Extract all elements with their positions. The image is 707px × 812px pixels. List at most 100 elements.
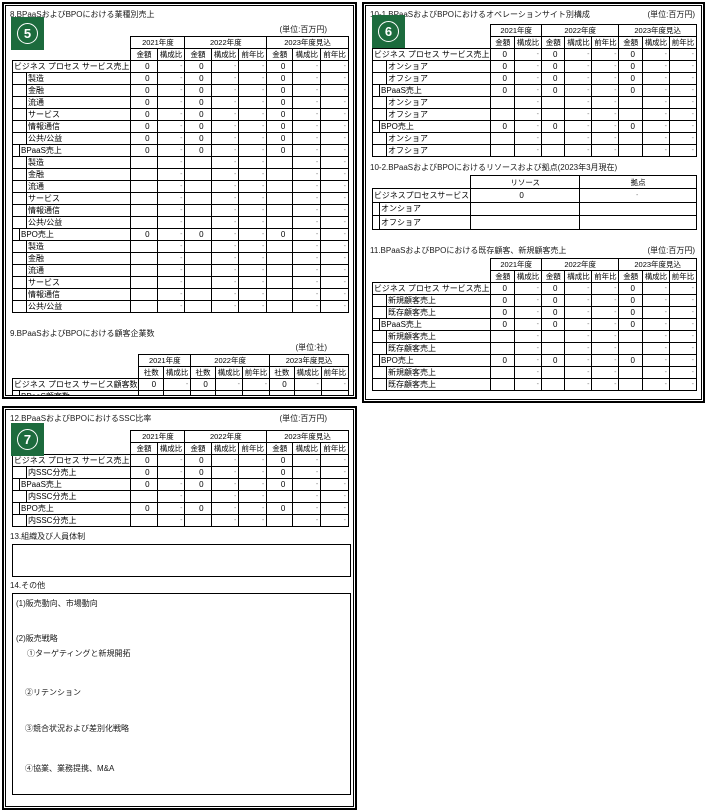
cell-value[interactable]: - — [210, 168, 240, 181]
cell-value[interactable]: - — [156, 514, 186, 527]
cell-value[interactable] — [490, 377, 515, 391]
cell-value[interactable]: - — [513, 96, 542, 109]
cell-value[interactable]: - — [564, 144, 593, 157]
cell-value[interactable]: - — [293, 390, 322, 395]
cell-value[interactable]: 0 — [130, 144, 158, 157]
cell-value[interactable] — [266, 240, 294, 253]
cell-value[interactable]: 0 — [130, 132, 158, 145]
cell-value[interactable]: - — [156, 454, 186, 467]
cell-value[interactable]: - — [668, 96, 698, 109]
cell-value[interactable]: - — [210, 72, 240, 85]
cell-value[interactable]: - — [210, 156, 240, 169]
cell-value[interactable]: 0 — [184, 466, 212, 479]
cell-value[interactable]: 0 — [184, 144, 212, 157]
cell-value[interactable]: - — [513, 108, 542, 121]
cell-value[interactable]: - — [241, 390, 271, 395]
cell-value[interactable]: - — [320, 378, 350, 391]
cell-value[interactable] — [130, 168, 158, 181]
cell-value[interactable]: - — [238, 264, 268, 277]
cell-value[interactable]: - — [668, 132, 698, 145]
cell-value[interactable]: 0 — [266, 108, 294, 121]
cell-value[interactable]: 0 — [266, 502, 294, 515]
cell-value[interactable]: - — [513, 48, 542, 61]
cell-value[interactable]: - — [591, 329, 620, 343]
cell-value[interactable]: - — [320, 252, 349, 265]
cell-value[interactable] — [618, 341, 643, 355]
cell-value[interactable] — [184, 168, 212, 181]
cell-value[interactable]: - — [320, 144, 349, 157]
cell-value[interactable] — [266, 216, 294, 229]
cell-value[interactable]: - — [210, 192, 240, 205]
cell-value[interactable] — [540, 144, 566, 157]
cell-value[interactable]: - — [292, 204, 322, 217]
cell-value[interactable]: - — [320, 478, 349, 491]
cell-value[interactable]: 0 — [130, 478, 158, 491]
cell-value[interactable]: 0 — [490, 353, 515, 367]
cell-value[interactable]: - — [320, 192, 349, 205]
cell-value[interactable]: - — [156, 288, 186, 301]
cell-value[interactable]: - — [156, 168, 186, 181]
cell-value[interactable]: - — [292, 490, 322, 503]
cell-value[interactable] — [184, 192, 212, 205]
cell-value[interactable]: - — [156, 216, 186, 229]
cell-value[interactable]: - — [641, 84, 670, 97]
cell-value[interactable] — [130, 180, 158, 193]
cell-value[interactable]: - — [241, 378, 271, 391]
cell-value[interactable]: - — [641, 144, 670, 157]
cell-value[interactable] — [618, 144, 643, 157]
cell-value[interactable]: - — [668, 120, 698, 133]
cell-value[interactable]: - — [238, 192, 268, 205]
cell-value[interactable]: 0 — [266, 228, 294, 241]
cell-value[interactable]: - — [513, 144, 542, 157]
cell-value[interactable]: - — [513, 84, 542, 97]
cell-value[interactable]: - — [591, 317, 620, 331]
cell-value[interactable]: 0 — [266, 72, 294, 85]
cell-value[interactable]: - — [320, 168, 349, 181]
cell-value[interactable] — [130, 276, 158, 289]
cell-value[interactable]: 0 — [618, 72, 643, 85]
cell-value[interactable]: - — [591, 120, 620, 133]
cell-value[interactable] — [266, 192, 294, 205]
cell-value[interactable]: - — [564, 281, 593, 295]
cell-value[interactable] — [269, 390, 295, 395]
cell-value[interactable]: 0 — [184, 228, 212, 241]
cell-value[interactable]: - — [238, 478, 268, 491]
cell-value[interactable] — [266, 252, 294, 265]
cell-value[interactable]: - — [668, 108, 698, 121]
cell-value[interactable]: - — [591, 48, 620, 61]
cell-value[interactable]: - — [238, 240, 268, 253]
cell-value[interactable]: - — [591, 84, 620, 97]
cell-value[interactable]: - — [320, 216, 349, 229]
cell-value[interactable] — [130, 288, 158, 301]
cell-value[interactable]: - — [292, 466, 322, 479]
cell-value[interactable]: - — [292, 120, 322, 133]
cell-value[interactable]: 0 — [130, 120, 158, 133]
cell-value[interactable]: - — [513, 341, 542, 355]
cell-value[interactable] — [540, 108, 566, 121]
cell-value[interactable]: - — [156, 96, 186, 109]
cell-value[interactable]: - — [564, 305, 593, 319]
cell-value[interactable]: - — [513, 60, 542, 73]
cell-value[interactable]: - — [292, 168, 322, 181]
cell-value[interactable]: - — [156, 478, 186, 491]
cell-value[interactable]: - — [238, 252, 268, 265]
cell-value[interactable]: - — [238, 216, 268, 229]
cell-value[interactable]: - — [641, 96, 670, 109]
cell-value[interactable]: - — [238, 502, 268, 515]
cell-value[interactable]: 0 — [184, 120, 212, 133]
cell-value[interactable]: - — [156, 72, 186, 85]
cell-value[interactable]: 0 — [130, 96, 158, 109]
cell-value[interactable] — [266, 514, 294, 527]
cell-value[interactable]: - — [156, 466, 186, 479]
cell-value[interactable] — [579, 215, 697, 230]
cell-value[interactable]: 0 — [540, 120, 566, 133]
cell-value[interactable]: - — [156, 240, 186, 253]
cell-value[interactable] — [266, 288, 294, 301]
cell-value[interactable] — [540, 132, 566, 145]
cell-value[interactable]: 0 — [618, 120, 643, 133]
cell-value[interactable]: - — [591, 305, 620, 319]
cell-value[interactable]: 0 — [266, 96, 294, 109]
cell-value[interactable]: - — [320, 108, 349, 121]
cell-value[interactable]: - — [156, 300, 186, 313]
cell-value[interactable]: - — [591, 365, 620, 379]
